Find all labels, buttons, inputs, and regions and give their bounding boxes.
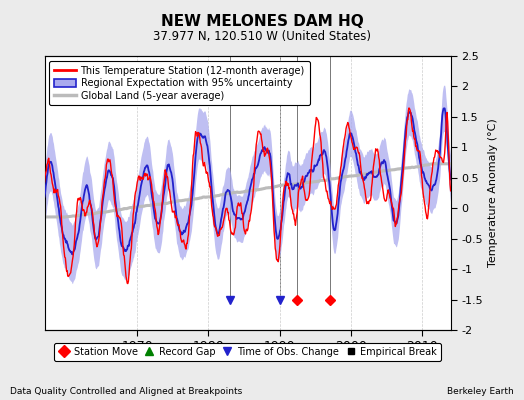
Text: 37.977 N, 120.510 W (United States): 37.977 N, 120.510 W (United States) xyxy=(153,30,371,43)
Text: Berkeley Earth: Berkeley Earth xyxy=(447,387,514,396)
Legend: This Temperature Station (12-month average), Regional Expectation with 95% uncer: This Temperature Station (12-month avera… xyxy=(49,61,310,106)
Text: NEW MELONES DAM HQ: NEW MELONES DAM HQ xyxy=(161,14,363,29)
Y-axis label: Temperature Anomaly (°C): Temperature Anomaly (°C) xyxy=(488,119,498,267)
Text: Data Quality Controlled and Aligned at Breakpoints: Data Quality Controlled and Aligned at B… xyxy=(10,387,243,396)
Legend: Station Move, Record Gap, Time of Obs. Change, Empirical Break: Station Move, Record Gap, Time of Obs. C… xyxy=(54,343,441,361)
